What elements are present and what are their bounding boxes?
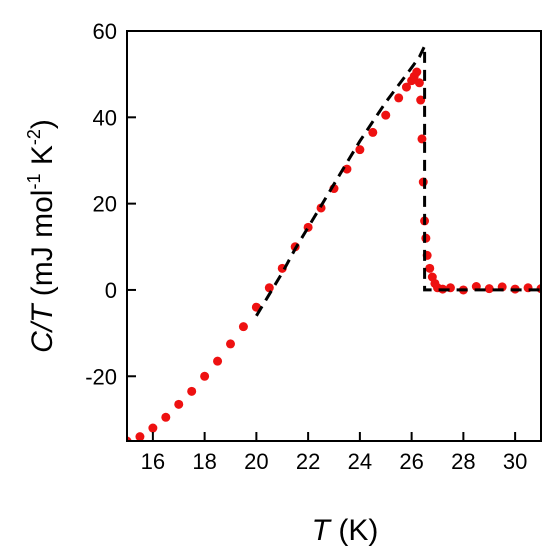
data-point bbox=[161, 412, 171, 422]
y-tick-label: 20 bbox=[93, 192, 117, 217]
data-point bbox=[213, 356, 223, 366]
x-tick-label: 16 bbox=[141, 449, 165, 474]
fit-line bbox=[255, 45, 541, 317]
data-point bbox=[355, 145, 365, 155]
x-tick-label: 30 bbox=[503, 449, 527, 474]
y-axis-label: C/T (mJ mol-1 K-2) bbox=[24, 119, 59, 353]
y-ticks: -20 0 20 40 60 bbox=[85, 19, 136, 389]
y-axis-unit: (mJ mol bbox=[26, 190, 59, 305]
data-point bbox=[187, 386, 197, 396]
data-point bbox=[127, 436, 132, 441]
data-point bbox=[417, 134, 427, 144]
plot-frame bbox=[126, 30, 542, 442]
x-axis-symbol: T bbox=[312, 514, 333, 547]
plot-background bbox=[127, 31, 541, 441]
y-tick-label: -20 bbox=[85, 364, 117, 389]
x-tick-label: 24 bbox=[348, 449, 372, 474]
x-tick-label: 26 bbox=[399, 449, 423, 474]
fit-layer bbox=[255, 45, 541, 317]
data-point bbox=[412, 67, 422, 77]
data-point bbox=[484, 284, 494, 294]
data-point bbox=[394, 93, 404, 103]
data-point bbox=[238, 322, 248, 332]
data-point bbox=[381, 110, 391, 120]
y-axis-mid: K bbox=[26, 145, 59, 173]
y-tick-label: 60 bbox=[93, 19, 117, 44]
data-point bbox=[264, 283, 274, 293]
data-point bbox=[401, 82, 411, 92]
data-point bbox=[368, 127, 378, 137]
y-tick-label: 0 bbox=[105, 278, 117, 303]
y-tick-label: 40 bbox=[93, 105, 117, 130]
x-tick-label: 28 bbox=[451, 449, 475, 474]
x-tick-label: 20 bbox=[244, 449, 268, 474]
x-tick-label: 18 bbox=[192, 449, 216, 474]
x-tick-label: 22 bbox=[296, 449, 320, 474]
data-point bbox=[425, 263, 435, 273]
data-point bbox=[316, 203, 326, 213]
data-point bbox=[135, 432, 145, 441]
y-axis-exp2: -2 bbox=[24, 129, 44, 145]
data-point bbox=[342, 164, 352, 174]
data-point bbox=[200, 371, 210, 381]
y-axis-exp1: -1 bbox=[24, 174, 44, 190]
data-point bbox=[414, 78, 424, 88]
data-point bbox=[416, 95, 426, 105]
x-ticks: 16 18 20 22 24 26 28 30 bbox=[141, 432, 527, 474]
x-axis-label: T (K) bbox=[312, 514, 379, 547]
x-axis-unit: (K) bbox=[330, 514, 378, 547]
data-point bbox=[148, 423, 158, 433]
data-point bbox=[174, 399, 184, 409]
data-point bbox=[226, 339, 235, 349]
y-axis-end: ) bbox=[26, 119, 59, 129]
y-axis-symbol: C/T bbox=[26, 302, 59, 353]
